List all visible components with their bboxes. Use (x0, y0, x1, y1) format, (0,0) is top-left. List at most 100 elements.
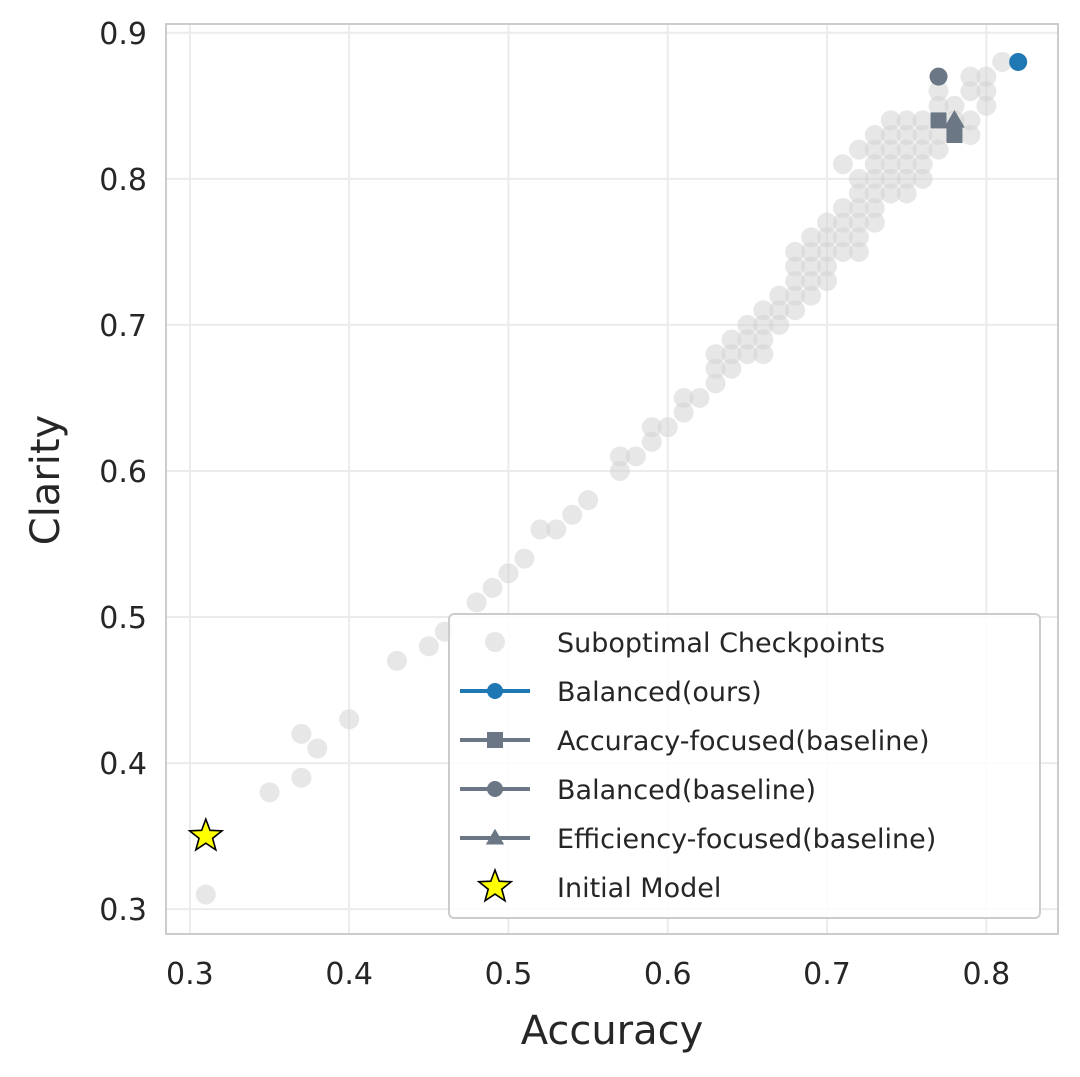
suboptimal-checkpoint-point (259, 782, 280, 803)
balanced-baseline-point (929, 67, 948, 86)
suboptimal-checkpoint-point (832, 154, 853, 175)
suboptimal-checkpoint-point (801, 227, 822, 248)
suboptimal-checkpoint-point (832, 212, 853, 233)
suboptimal-checkpoint-point (466, 592, 487, 613)
suboptimal-checkpoint-point (896, 125, 917, 146)
suboptimal-checkpoint-point (960, 110, 981, 131)
suboptimal-checkpoint-point (769, 285, 790, 306)
legend-box (448, 613, 1041, 919)
suboptimal-checkpoint-point (832, 198, 853, 219)
suboptimal-checkpoint-point (753, 344, 774, 365)
suboptimal-checkpoint-point (801, 256, 822, 277)
suboptimal-checkpoint-point (641, 431, 662, 452)
suboptimal-checkpoint-point (864, 198, 885, 219)
suboptimal-checkpoint-point (848, 168, 869, 189)
suboptimal-checkpoint-point (562, 504, 583, 525)
suboptimal-checkpoint-point (976, 81, 997, 102)
suboptimal-checkpoint-point (530, 519, 551, 540)
efficiency-focused-baseline-point (944, 110, 965, 128)
y-axis-title: Clarity (23, 415, 69, 545)
suboptimal-checkpoint-point (339, 709, 360, 730)
suboptimal-checkpoint-point (912, 154, 933, 175)
suboptimal-checkpoint-point (546, 519, 567, 540)
y-tick-label: 0.5 (99, 601, 147, 636)
suboptimal-checkpoint-point (657, 417, 678, 438)
legend-label-efficiency-focused-baseline: Efficiency-focused(baseline) (557, 824, 936, 855)
suboptimal-checkpoint-point (578, 490, 599, 511)
suboptimal-checkpoint-point (737, 344, 758, 365)
y-tick-label: 0.3 (99, 893, 147, 928)
suboptimal-checkpoint-point (880, 110, 901, 131)
suboptimal-checkpoint-point (960, 81, 981, 102)
suboptimal-checkpoint-point (848, 241, 869, 262)
suboptimal-checkpoint-point (689, 387, 710, 408)
suboptimal-checkpoint-point (880, 125, 901, 146)
suboptimal-checkpoint-point (817, 241, 838, 262)
legend-label-balanced-ours: Balanced(ours) (557, 677, 762, 708)
legend-label-initial-model: Initial Model (557, 873, 721, 904)
legend-marker-accuracy-focused-baseline (487, 732, 503, 748)
suboptimal-checkpoint-point (817, 256, 838, 277)
x-tick-label: 0.5 (485, 957, 533, 992)
suboptimal-checkpoint-point (880, 154, 901, 175)
legend-marker-balanced-ours (487, 683, 503, 699)
x-tick-label: 0.3 (166, 957, 214, 992)
initial-model-point (187, 816, 225, 852)
suboptimal-checkpoint-point (976, 95, 997, 116)
suboptimal-checkpoint-point (641, 417, 662, 438)
suboptimal-checkpoint-point (896, 110, 917, 131)
x-axis-ticks: 0.3 0.4 0.5 0.6 0.7 0.8 (166, 957, 1010, 992)
suboptimal-checkpoint-point (864, 183, 885, 204)
suboptimal-checkpoint-point (864, 139, 885, 160)
suboptimal-checkpoint-point (896, 139, 917, 160)
suboptimal-checkpoint-point (864, 212, 885, 233)
suboptimal-checkpoint-point (386, 650, 407, 671)
accuracy-focused-baseline-point (930, 112, 947, 129)
suboptimal-checkpoint-point (928, 95, 949, 116)
suboptimal-checkpoint-point (785, 256, 806, 277)
suboptimal-checkpoint-point (896, 154, 917, 175)
y-tick-label: 0.4 (99, 747, 147, 782)
balanced-ours-point (1009, 52, 1028, 71)
suboptimal-checkpoint-point (817, 227, 838, 248)
suboptimal-checkpoint-point (609, 446, 630, 467)
accuracy-focused-baseline-point (946, 127, 963, 144)
suboptimal-checkpoint-point (976, 66, 997, 87)
suboptimal-checkpoint-point (928, 81, 949, 102)
suboptimal-checkpoint-point (801, 285, 822, 306)
suboptimal-checkpoint-point (848, 183, 869, 204)
suboptimal-checkpoint-point (928, 139, 949, 160)
suboptimal-checkpoint-point (673, 402, 694, 423)
suboptimal-checkpoint-point (721, 344, 742, 365)
suboptimal-checkpoint-point (195, 884, 216, 905)
legend-label-suboptimal-checkpoints: Suboptimal Checkpoints (557, 628, 885, 659)
x-tick-label: 0.8 (962, 957, 1010, 992)
suboptimal-checkpoint-point (785, 300, 806, 321)
suboptimal-checkpoint-point (705, 373, 726, 394)
suboptimal-checkpoint-point (817, 212, 838, 233)
x-axis-title: Accuracy (521, 1008, 704, 1054)
suboptimal-checkpoint-point (912, 125, 933, 146)
suboptimal-checkpoint-point (960, 125, 981, 146)
legend-label-accuracy-focused-baseline: Accuracy-focused(baseline) (557, 726, 930, 757)
suboptimal-checkpoint-point (801, 241, 822, 262)
x-tick-label: 0.4 (325, 957, 373, 992)
legend-marker-balanced-baseline (487, 781, 503, 797)
suboptimal-checkpoint-point (737, 314, 758, 335)
highlight-points (187, 52, 1028, 852)
suboptimal-checkpoint-point (880, 168, 901, 189)
suboptimal-checkpoint-point (801, 271, 822, 292)
legend-label-balanced-baseline: Balanced(baseline) (557, 775, 816, 806)
suboptimal-checkpoint-point (864, 154, 885, 175)
suboptimal-checkpoint-point (721, 329, 742, 350)
suboptimal-checkpoint-point (514, 548, 535, 569)
suboptimal-checkpoint-point (673, 387, 694, 408)
suboptimal-checkpoint-point (753, 314, 774, 335)
suboptimal-checkpoint-point (832, 227, 853, 248)
suboptimal-checkpoint-point (880, 139, 901, 160)
suboptimal-checkpoint-point (498, 563, 519, 584)
suboptimal-checkpoint-point (848, 227, 869, 248)
suboptimal-checkpoint-point (705, 358, 726, 379)
x-tick-label: 0.7 (803, 957, 851, 992)
